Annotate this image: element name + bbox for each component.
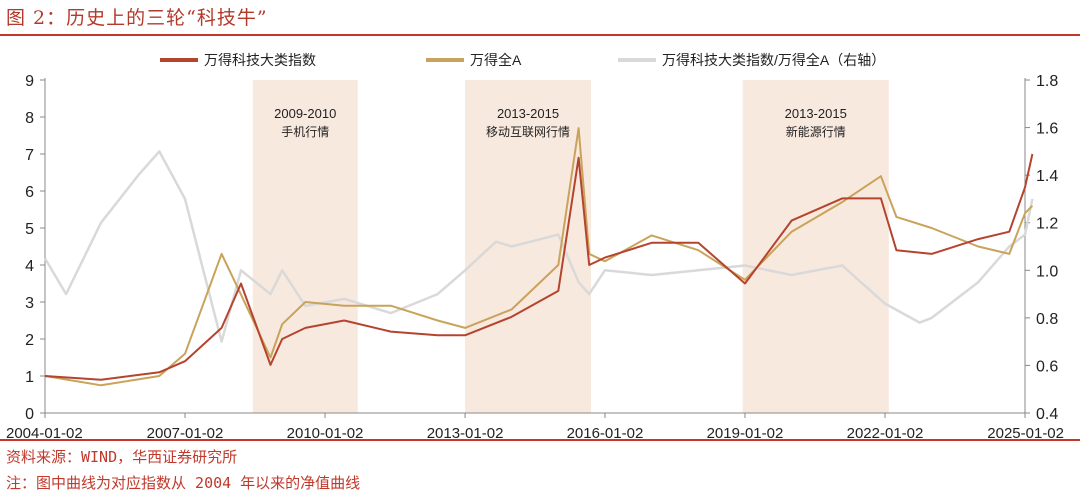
chart: 2009-2010 手机行情 2013-2015 移动互联网行情 2013-2015 新能…: [6, 52, 1064, 440]
series-line: [43, 150, 1034, 343]
y-tick-label: 2: [25, 332, 34, 349]
legend-label: 万得科技大类指数: [204, 52, 316, 68]
period-title: 2009-2010: [274, 106, 336, 121]
y-tick-label: 7: [25, 147, 34, 164]
period-subtitle: 手机行情: [281, 125, 329, 139]
top-rule: [0, 34, 1080, 36]
shaded-periods: 2009-2010 手机行情 2013-2015 移动互联网行情 2013-2015 新能…: [252, 80, 889, 413]
y-tick-label: 0: [25, 406, 34, 423]
period-title: 2013-2015: [785, 106, 847, 121]
footnote: 注：图中曲线为对应指数从 2004 年以来的净值曲线: [6, 474, 361, 492]
x-tick-label: 2025-01-02: [987, 425, 1064, 440]
x-tick-label: 2019-01-02: [707, 425, 784, 440]
y-tick-label: 4: [25, 258, 34, 275]
x-tick-label: 2022-01-02: [847, 425, 924, 440]
x-tick-label: 2004-01-02: [6, 425, 83, 440]
period-title: 2013-2015: [497, 106, 559, 121]
y2-tick-label: 1.6: [1036, 121, 1058, 138]
bottom-rule: [0, 439, 1080, 441]
x-tick-label: 2010-01-02: [287, 425, 364, 440]
y-tick-label: 5: [25, 221, 34, 238]
tick-labels: 0 1 2 3 4 5 6 7 8 9 0.4 0.6 0.8 1.0 1.2 1.4 1.6 1.8 2004-0…: [6, 73, 1064, 440]
shaded-period: [742, 80, 889, 413]
y2-tick-label: 1.4: [1036, 168, 1058, 185]
figure-title: 图 2：历史上的三轮“科技牛”: [6, 7, 268, 29]
x-tick-label: 2013-01-02: [427, 425, 504, 440]
series-line: [44, 127, 1034, 387]
legend: 万得科技大类指数 万得全A 万得科技大类指数/万得全A（右轴）: [160, 52, 885, 68]
shaded-period: [465, 80, 592, 413]
y2-tick-label: 1.8: [1036, 73, 1058, 90]
series-lines: [43, 127, 1034, 387]
x-tick-label: 2016-01-02: [567, 425, 644, 440]
y2-tick-label: 0.8: [1036, 311, 1058, 328]
legend-label: 万得科技大类指数/万得全A（右轴）: [662, 52, 885, 68]
legend-label: 万得全A: [470, 52, 522, 68]
y2-tick-label: 0.4: [1036, 406, 1058, 423]
period-subtitle: 新能源行情: [786, 124, 846, 139]
y2-tick-label: 1.0: [1036, 263, 1058, 280]
y-tick-label: 3: [25, 295, 34, 312]
y-tick-label: 9: [25, 73, 34, 90]
y-tick-label: 8: [25, 110, 34, 127]
y-tick-label: 1: [25, 369, 34, 386]
source-note: 资料来源：WIND，华西证券研究所: [6, 448, 238, 466]
period-subtitle: 移动互联网行情: [486, 125, 570, 139]
x-tick-label: 2007-01-02: [147, 425, 224, 440]
y2-tick-label: 0.6: [1036, 358, 1058, 375]
axes: [40, 78, 1030, 418]
y2-tick-label: 1.2: [1036, 216, 1058, 233]
series-line: [44, 153, 1034, 381]
y-tick-label: 6: [25, 184, 34, 201]
